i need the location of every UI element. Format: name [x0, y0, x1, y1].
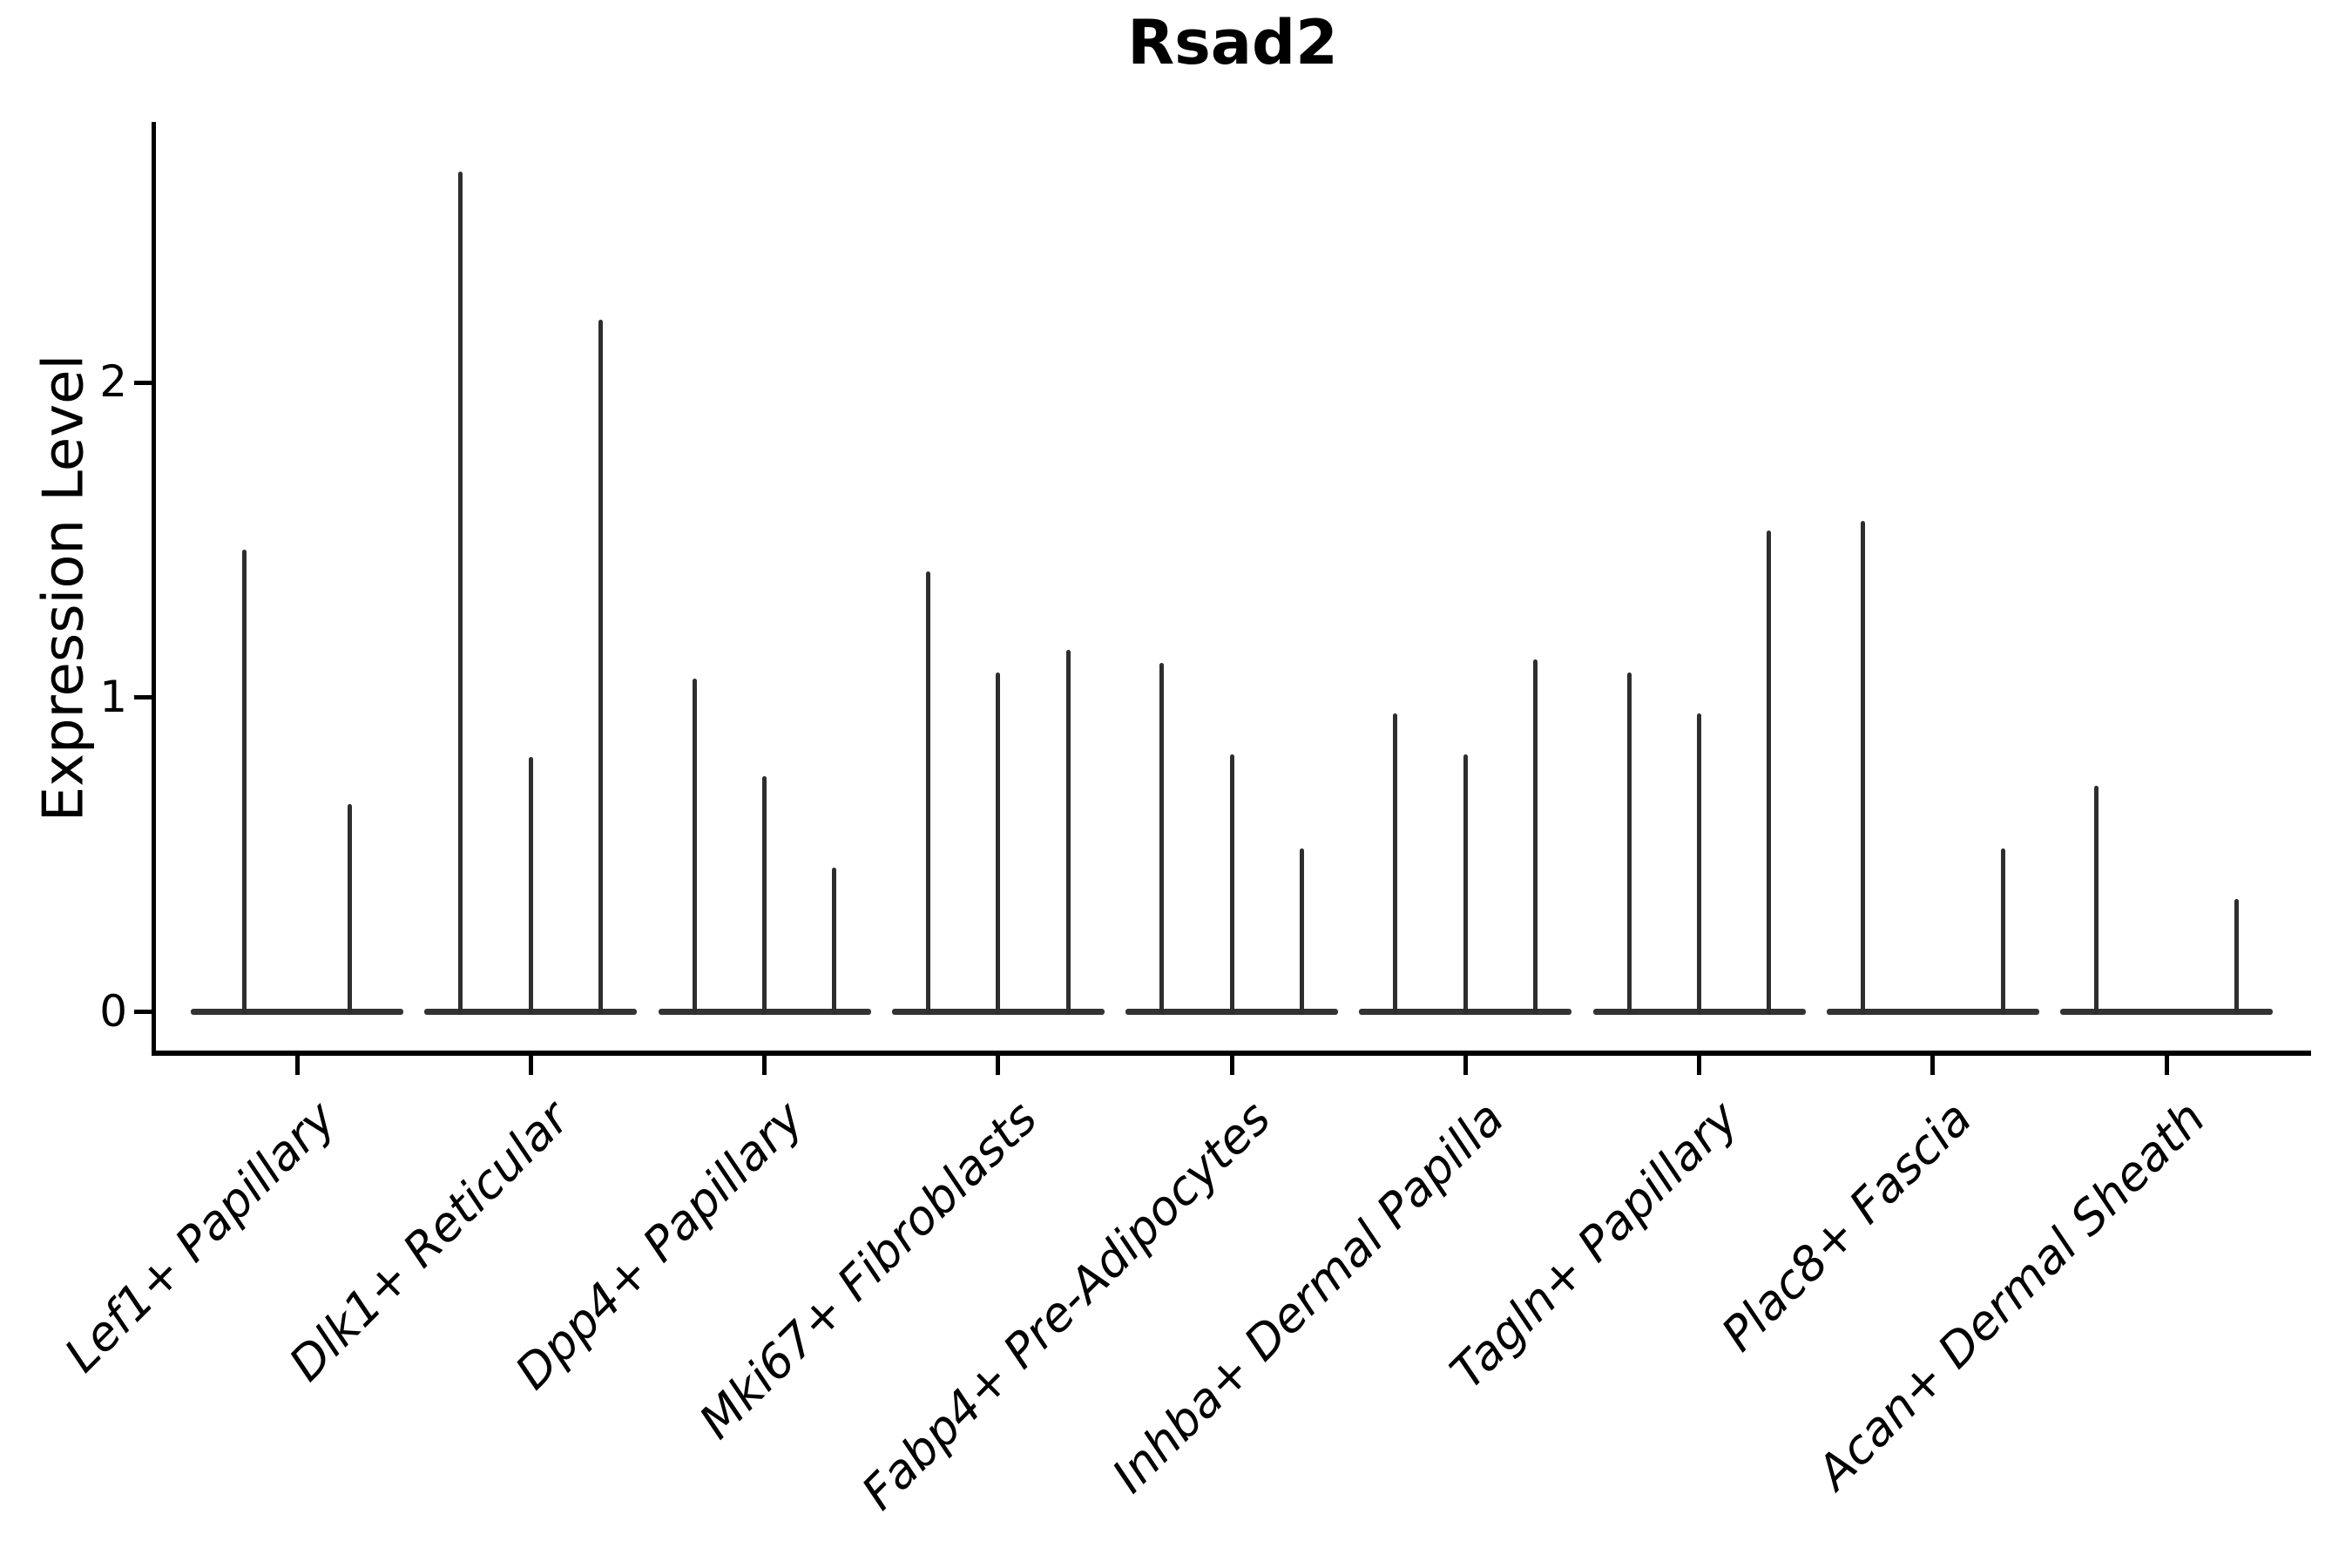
violin-spike [1767, 531, 1772, 1015]
y-tick-label: 0 [99, 985, 127, 1037]
x-axis-spine [152, 1051, 2311, 1056]
violin-spike [996, 672, 1001, 1015]
chart-title: Rsad2 [1127, 7, 1338, 78]
x-tick [996, 1054, 1001, 1075]
violin-spike [1393, 713, 1398, 1015]
x-tick-label: Acan+ Dermal Sheath [1806, 1090, 2216, 1500]
violin-spike [925, 571, 930, 1015]
x-tick-label: Inhba+ Dermal Papilla [1101, 1090, 1515, 1504]
x-tick-label: Tagln+ Papillary [1439, 1090, 1748, 1400]
violin-spike [598, 320, 604, 1015]
y-tick [134, 1010, 154, 1015]
x-tick [294, 1054, 300, 1075]
x-tick [762, 1054, 767, 1075]
violin-spike [832, 867, 837, 1015]
y-tick [134, 380, 154, 385]
violin-spike [242, 549, 247, 1015]
x-tick [1697, 1054, 1701, 1075]
violin-spike [2094, 785, 2099, 1015]
violin-spike [458, 172, 463, 1015]
violin-spike [1159, 662, 1165, 1015]
violin-spike [1626, 672, 1632, 1015]
x-tick-label: Dlk1+ Reticular [279, 1090, 580, 1392]
violin-spike [1229, 754, 1234, 1015]
violin-spike [347, 804, 352, 1015]
x-tick-label: Mki67+ Fibroblasts [688, 1090, 1048, 1450]
violin-spike [1533, 659, 1538, 1015]
y-axis-spine [152, 122, 156, 1056]
x-tick-label: Plac8+ Fascia [1710, 1090, 1983, 1362]
violin-spike [1860, 521, 1865, 1015]
violin-spike [1299, 848, 1304, 1015]
y-tick-label: 2 [99, 356, 127, 408]
violin-spike [692, 678, 697, 1015]
violin-spike [528, 757, 533, 1015]
violin-spike [1697, 713, 1701, 1015]
violin-baseline [1826, 1009, 2039, 1015]
y-tick-label: 1 [99, 671, 127, 722]
x-tick [528, 1054, 533, 1075]
violin-spike [762, 775, 767, 1015]
x-tick [2164, 1054, 2169, 1075]
y-tick [134, 695, 154, 700]
x-tick [1463, 1054, 1468, 1075]
x-tick [1229, 1054, 1234, 1075]
violin-spike [2000, 848, 2005, 1015]
violin-spike [2234, 898, 2239, 1015]
x-tick-label: Dpp4+ Papillary [504, 1090, 814, 1400]
violin-baseline [191, 1009, 403, 1015]
x-tick-label: Fabp4+ Pre-Adipocytes [851, 1090, 1281, 1521]
violin-spike [1463, 754, 1468, 1015]
violin-baseline [2060, 1009, 2273, 1015]
violin-spike [1065, 650, 1071, 1015]
x-tick [1930, 1054, 1936, 1075]
